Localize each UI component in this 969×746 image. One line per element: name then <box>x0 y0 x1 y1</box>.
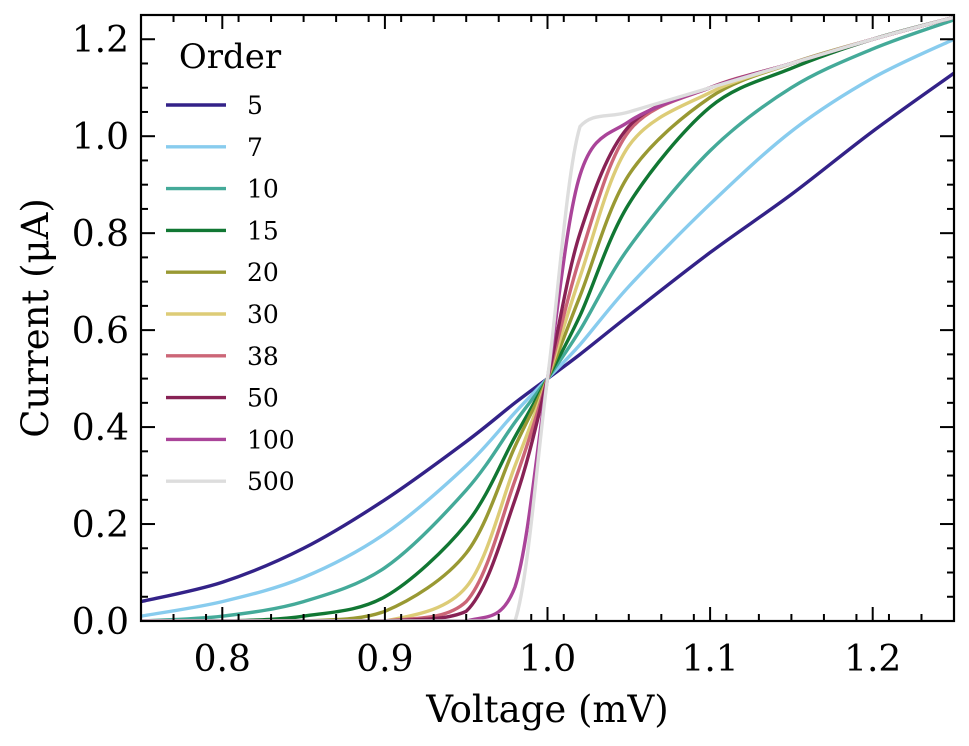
legend-label-5: 5 <box>247 91 263 120</box>
y-tick-label: 0.6 <box>72 311 129 352</box>
legend-label-20: 20 <box>247 258 279 287</box>
legend-entries: 5 7 10 15 20 30 38 50 100 500 <box>166 91 295 496</box>
y-axis-label: Current (μA) <box>14 198 57 438</box>
legend-label-500: 500 <box>247 467 295 496</box>
y-tick-label: 1.2 <box>72 20 129 61</box>
y-tick-label: 0.8 <box>72 214 129 255</box>
legend: Order 5 7 10 15 20 30 38 50 100 500 <box>166 37 295 496</box>
legend-label-10: 10 <box>247 175 279 204</box>
y-tick-label: 0.2 <box>72 505 129 546</box>
legend-title: Order <box>179 37 282 77</box>
legend-label-7: 7 <box>247 133 263 162</box>
x-tick-label: 0.8 <box>194 639 251 680</box>
y-tick-label: 1.0 <box>72 117 129 158</box>
legend-label-15: 15 <box>247 216 279 245</box>
y-tick-label: 0.4 <box>72 408 129 449</box>
legend-label-38: 38 <box>247 342 279 371</box>
legend-label-100: 100 <box>247 425 295 454</box>
ticks-layer: 0.8 0.9 1.0 1.1 1.2 0.0 0.2 0.4 0.6 0.8 1.0 1.2 <box>72 14 955 680</box>
x-tick-label: 1.2 <box>844 639 901 680</box>
x-tick-label: 0.9 <box>356 639 413 680</box>
plot-frame <box>139 13 956 623</box>
x-tick-label: 1.0 <box>519 639 576 680</box>
x-tick-label: 1.1 <box>681 639 738 680</box>
y-tick-label: 0.0 <box>72 602 129 643</box>
legend-label-30: 30 <box>247 300 279 329</box>
legend-label-50: 50 <box>247 384 279 413</box>
series-line-500 <box>141 15 954 621</box>
x-axis-label: Voltage (mV) <box>425 688 668 731</box>
